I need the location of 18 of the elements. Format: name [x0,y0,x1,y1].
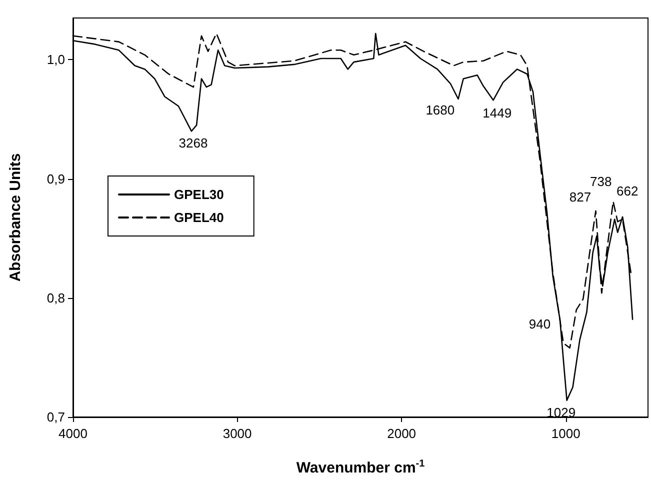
y-tick-label: 1,0 [46,52,65,68]
annotation: 940 [528,316,551,332]
y-tick-label: 0,9 [46,171,65,186]
annotation: 3268 [178,136,208,151]
y-tick-label: 0,7 [46,410,65,424]
x-tick-label: 4000 [58,426,88,441]
annotation: 827 [569,189,592,204]
annotation: 738 [590,174,612,189]
x-tick-label: 3000 [222,426,252,441]
annotation: 662 [616,183,638,198]
annotation: 1449 [482,106,512,121]
y-axis-title: Absorbance Units [7,153,24,282]
legend-label: GPEL40 [174,210,224,225]
x-tick-label: 1000 [551,426,580,441]
annotation: 1680 [426,102,455,118]
y-tick-label: 0,8 [46,290,65,306]
legend-label: GPEL30 [174,187,224,202]
x-tick-label: 2000 [387,426,416,441]
